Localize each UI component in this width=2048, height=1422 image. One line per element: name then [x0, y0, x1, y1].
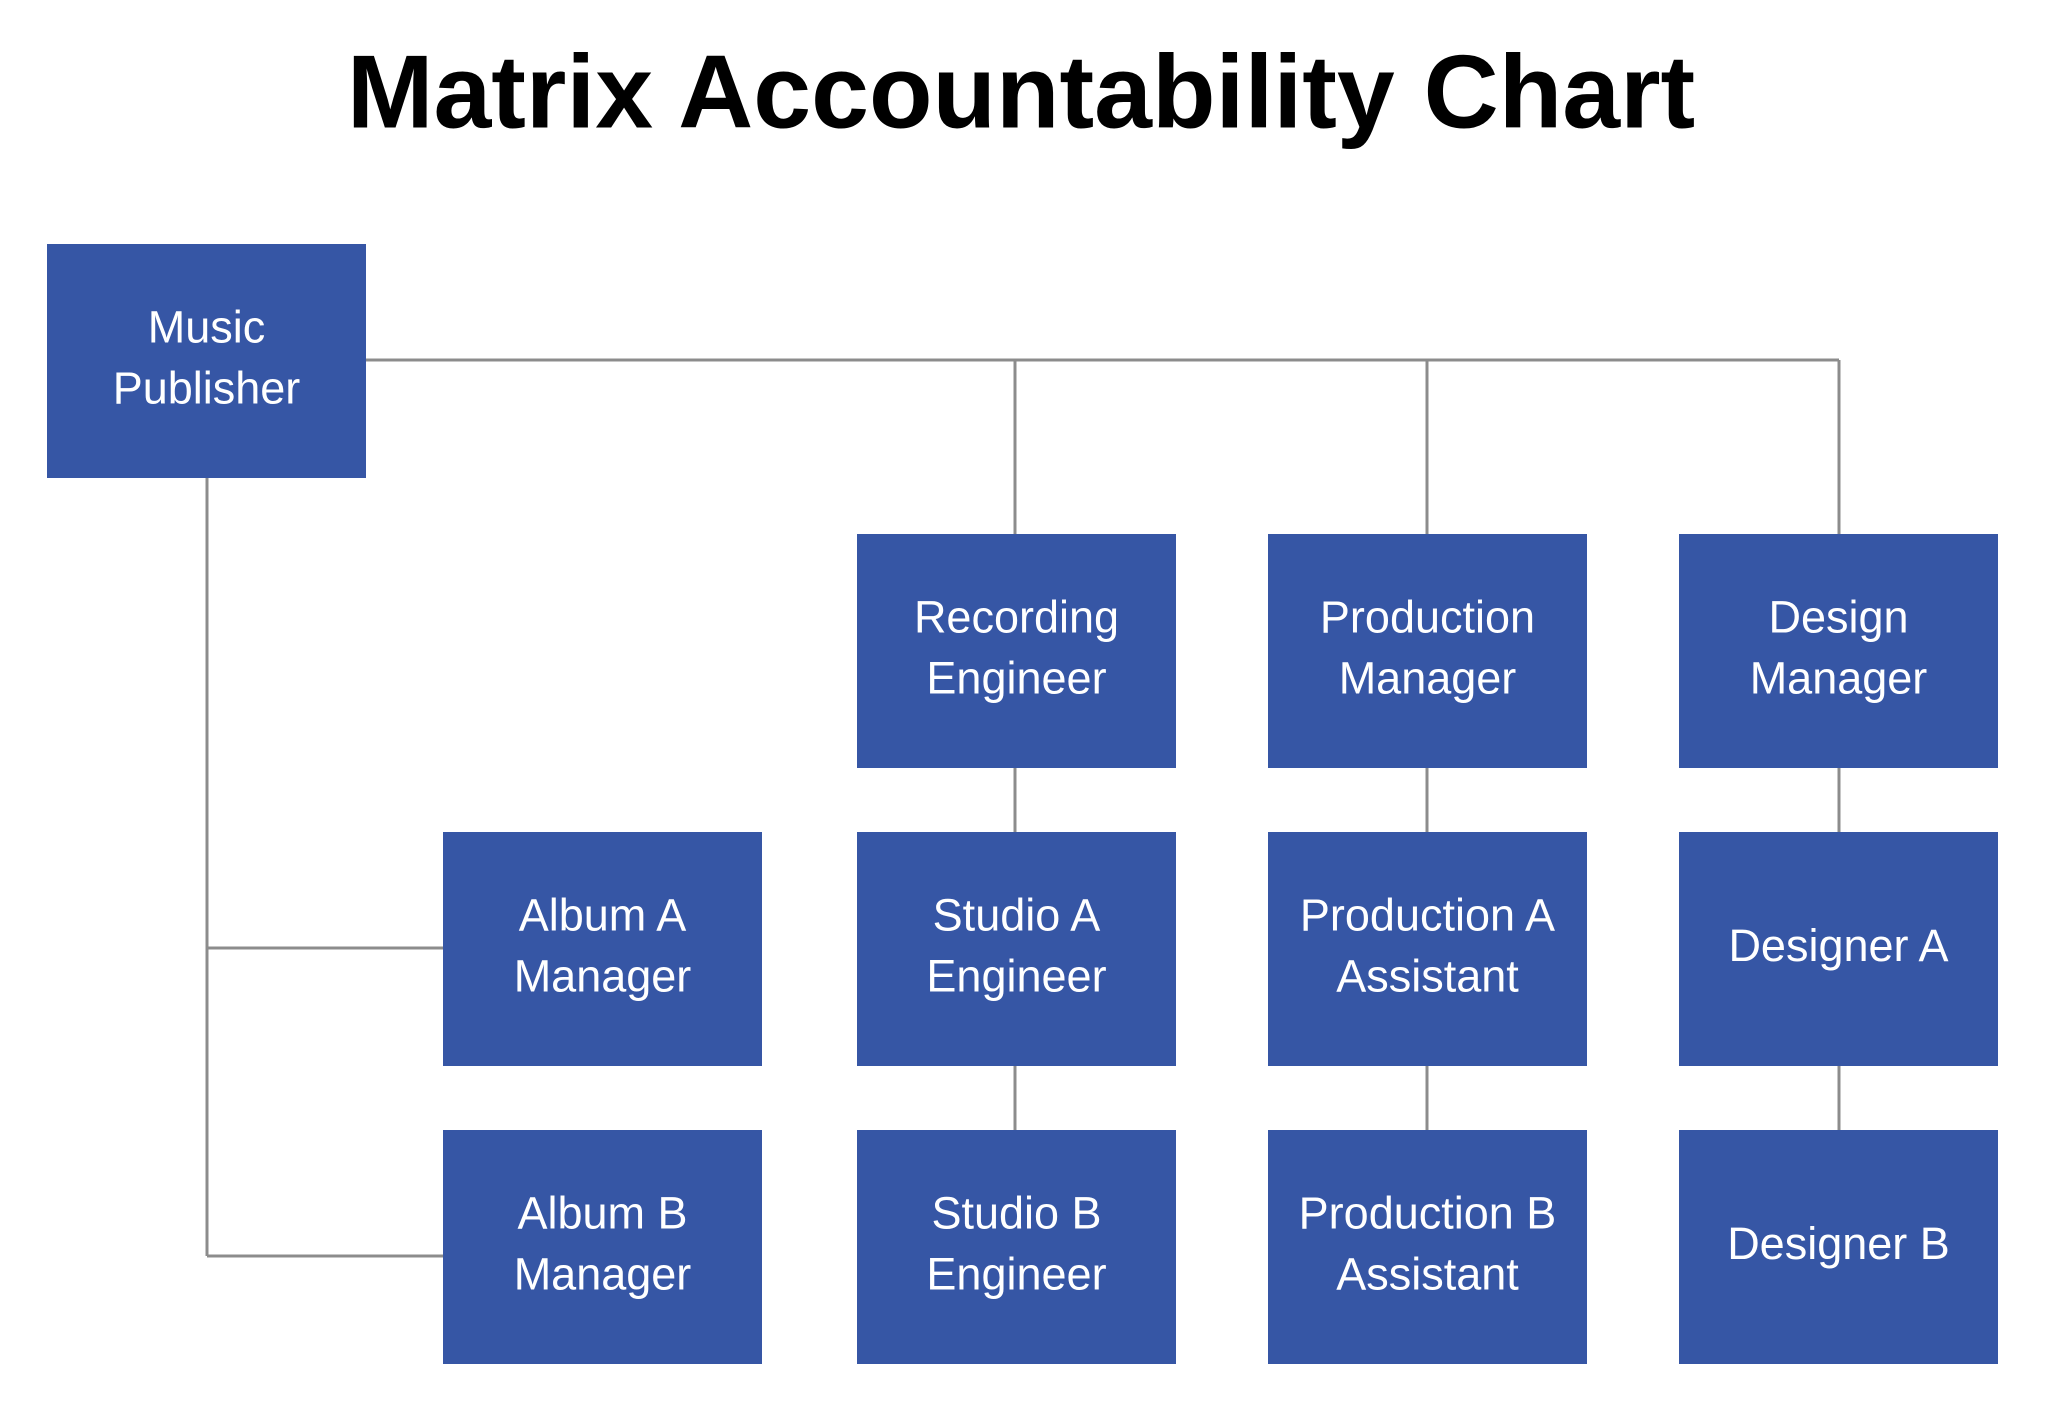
node-box: [1679, 1130, 1998, 1364]
node: Studio B Engineer: [857, 1130, 1176, 1364]
node: Album A Manager: [443, 832, 762, 1066]
node-box: [1268, 1130, 1587, 1364]
node-box: [1268, 534, 1587, 768]
left-connector: [205, 478, 443, 1258]
node-label: Production B: [1299, 1187, 1557, 1238]
node-label: Studio B: [931, 1187, 1101, 1238]
node-box: [857, 832, 1176, 1066]
connectors: [205, 358, 1841, 1258]
nodes: Music Publisher Recording Engineer Productio…: [47, 244, 1998, 1364]
node-label: Album B: [517, 1187, 687, 1238]
node-box: [47, 244, 366, 478]
node: Recording Engineer: [857, 534, 1176, 768]
node-label: Manager: [514, 950, 692, 1001]
node: Designer B: [1679, 1130, 1998, 1364]
node-box: [857, 1130, 1176, 1364]
title: Matrix Accountability Chart: [347, 34, 1695, 150]
node-label: Production A: [1300, 889, 1555, 940]
node: Production A Assistant: [1268, 832, 1587, 1066]
top-connector: [366, 358, 1841, 534]
node-label: Manager: [1339, 652, 1517, 703]
node-label: Publisher: [113, 362, 301, 413]
node-label: Designer B: [1727, 1218, 1950, 1269]
node-box: [1679, 832, 1998, 1066]
node-label: Music: [148, 301, 266, 352]
node: Music Publisher: [47, 244, 366, 478]
node-label: Assistant: [1336, 950, 1519, 1001]
node-label: Manager: [1750, 652, 1928, 703]
node-box: [443, 832, 762, 1066]
node: Design Manager: [1679, 534, 1998, 768]
node-box: [857, 534, 1176, 768]
column-connector: [1013, 768, 1841, 1130]
node-label: Studio A: [933, 889, 1101, 940]
node-label: Manager: [514, 1248, 692, 1299]
node: Studio A Engineer: [857, 832, 1176, 1066]
node-label: Assistant: [1336, 1248, 1519, 1299]
node-label: Engineer: [926, 652, 1106, 703]
node: Designer A: [1679, 832, 1998, 1066]
node-box: [1679, 534, 1998, 768]
node-label: Design: [1768, 591, 1908, 642]
node: Album B Manager: [443, 1130, 762, 1364]
node-label: Engineer: [926, 950, 1106, 1001]
node: Production Manager: [1268, 534, 1587, 768]
node-box: [443, 1130, 762, 1364]
node-label: Engineer: [926, 1248, 1106, 1299]
node-box: [1268, 832, 1587, 1066]
node-label: Album A: [519, 889, 687, 940]
node: Production B Assistant: [1268, 1130, 1587, 1364]
node-label: Production: [1320, 591, 1535, 642]
node-label: Recording: [914, 591, 1119, 642]
node-label: Designer A: [1728, 920, 1948, 971]
